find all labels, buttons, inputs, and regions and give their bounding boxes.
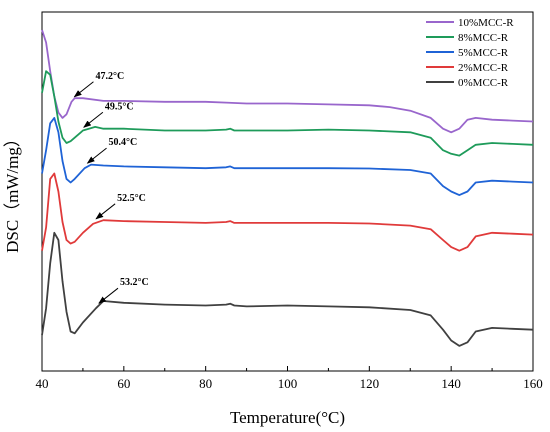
x-tick-label: 60 xyxy=(117,376,130,391)
x-axis-title: Temperature(°C) xyxy=(230,408,345,427)
legend-label-5%MCC-R: 5%MCC-R xyxy=(458,47,509,59)
series-line-10%MCC-R xyxy=(41,29,534,134)
legend-label-8%MCC-R: 8%MCC-R xyxy=(458,32,509,44)
series-line-0%MCC-R xyxy=(41,231,534,347)
axis-layer: 40 60 80 100 120 140 160 xyxy=(36,366,543,391)
x-tick-label: 120 xyxy=(360,376,380,391)
series-line-2%MCC-R xyxy=(41,172,534,252)
legend-label-2%MCC-R: 2%MCC-R xyxy=(458,62,509,74)
annotation-label: 53.2°C xyxy=(120,277,149,288)
x-tick-label: 160 xyxy=(523,376,543,391)
annotation-arrow xyxy=(95,203,116,220)
annotation-label: 50.4°C xyxy=(109,137,138,148)
annotation-arrow xyxy=(83,111,104,128)
y-axis-title: DSC（mW/mg） xyxy=(3,130,22,253)
x-tick-label: 40 xyxy=(36,376,49,391)
annotation-layer: 47.2°C 49.5°C 50.4°C 52.5°C 53.2°C xyxy=(73,71,149,304)
annotation-label: 47.2°C xyxy=(95,71,124,82)
legend: 10%MCC-R 8%MCC-R 5%MCC-R 2%MCC-R 0%MCC-R xyxy=(426,17,514,89)
x-tick-label: 100 xyxy=(278,376,298,391)
legend-label-0%MCC-R: 0%MCC-R xyxy=(458,77,509,89)
x-tick-label: 80 xyxy=(199,376,212,391)
annotation-label: 52.5°C xyxy=(117,193,146,204)
series-layer xyxy=(41,29,534,347)
legend-label-10%MCC-R: 10%MCC-R xyxy=(458,17,514,29)
x-tick-label: 140 xyxy=(441,376,461,391)
annotation-arrow xyxy=(73,81,94,98)
annotation-label: 49.5°C xyxy=(105,101,134,112)
series-line-8%MCC-R xyxy=(41,70,534,157)
series-line-5%MCC-R xyxy=(41,117,534,196)
annotation-arrow xyxy=(86,147,107,164)
annotation-arrow xyxy=(98,287,119,304)
